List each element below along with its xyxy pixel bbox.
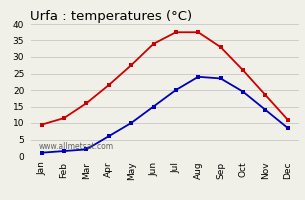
Text: Urfa : temperatures (°C): Urfa : temperatures (°C) [30,10,193,23]
Text: www.allmetsat.com: www.allmetsat.com [38,142,114,151]
